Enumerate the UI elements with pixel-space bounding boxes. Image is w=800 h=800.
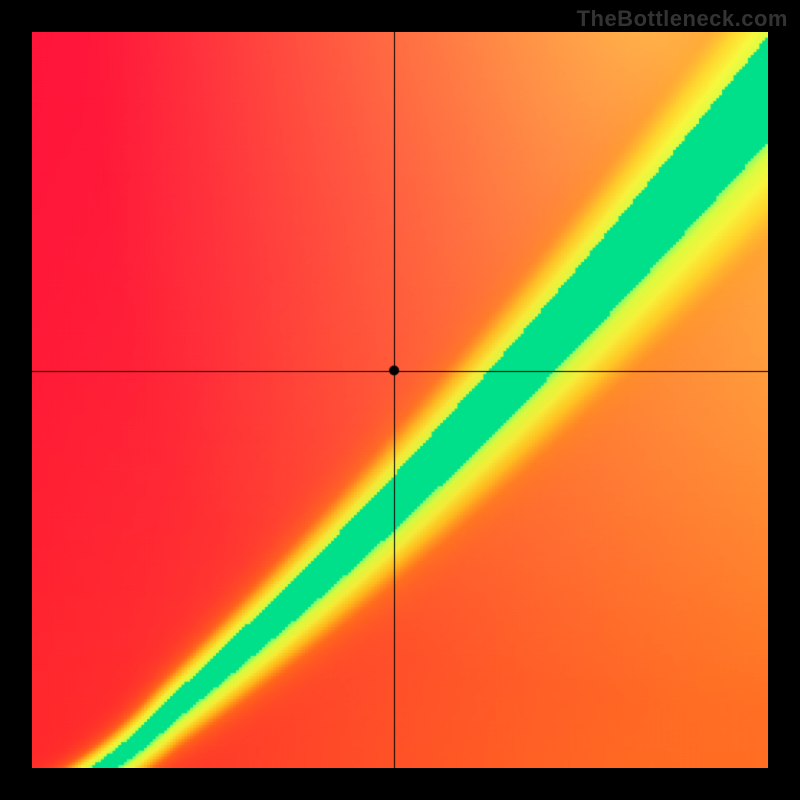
- watermark-text: TheBottleneck.com: [577, 6, 788, 32]
- crosshair-overlay: [32, 32, 768, 768]
- chart-container: TheBottleneck.com: [0, 0, 800, 800]
